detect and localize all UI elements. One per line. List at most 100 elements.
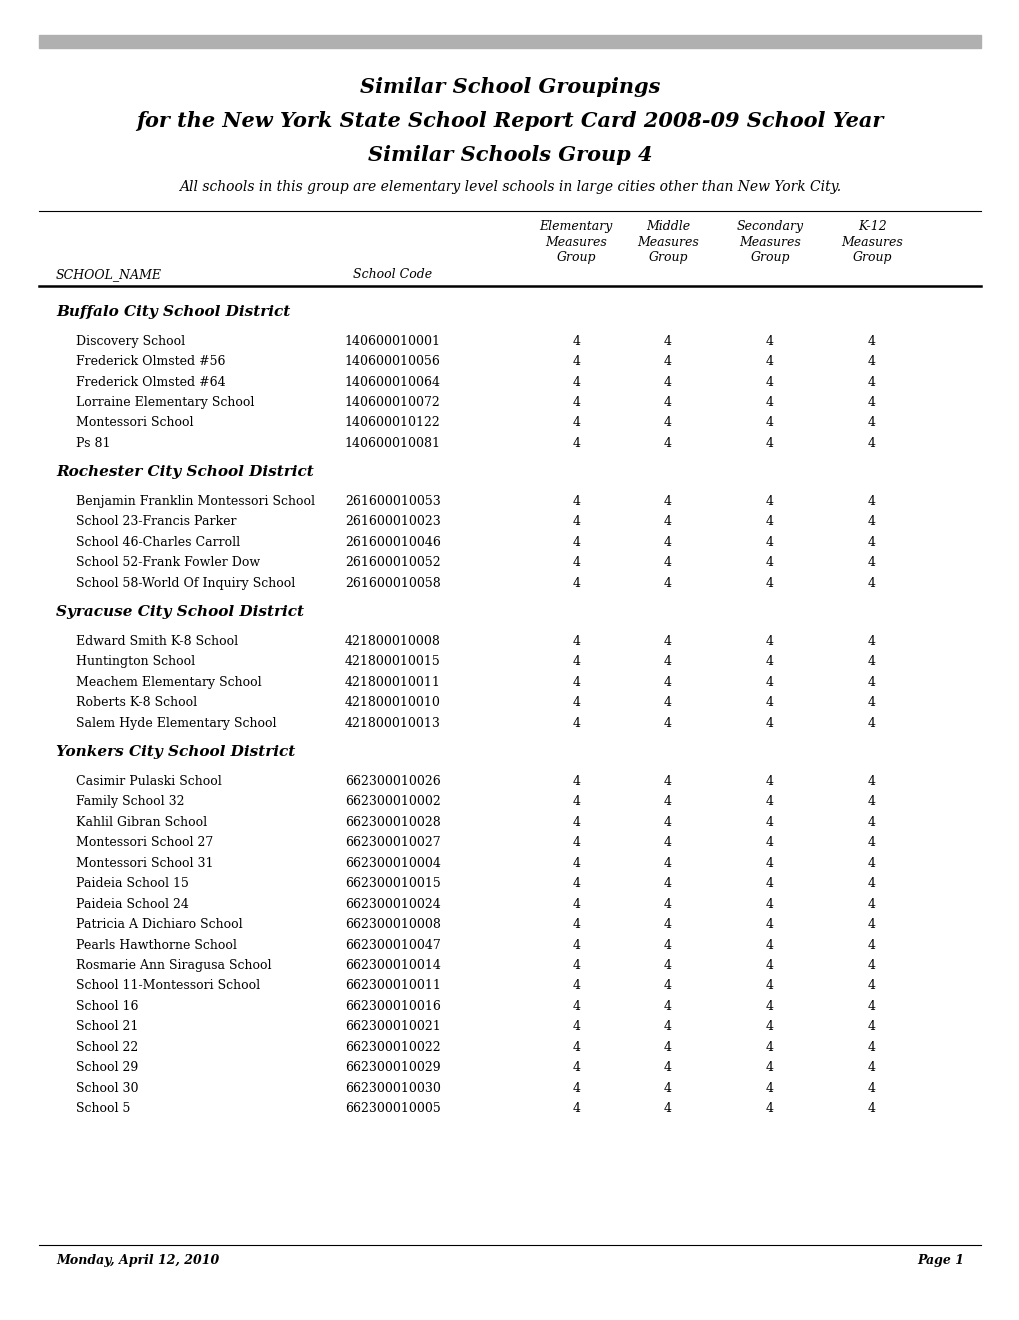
- Text: Discovery School: Discovery School: [76, 334, 185, 347]
- Text: 4: 4: [867, 1102, 875, 1115]
- Text: 4: 4: [572, 717, 580, 730]
- Text: Paideia School 15: Paideia School 15: [76, 876, 190, 890]
- Text: 4: 4: [765, 857, 773, 870]
- Text: 4: 4: [867, 857, 875, 870]
- Text: Rosmarie Ann Siragusa School: Rosmarie Ann Siragusa School: [76, 958, 272, 972]
- Text: Pearls Hawthorne School: Pearls Hawthorne School: [76, 939, 237, 952]
- Text: 4: 4: [765, 696, 773, 709]
- Text: Kahlil Gibran School: Kahlil Gibran School: [76, 816, 208, 829]
- Text: Frederick Olmsted #64: Frederick Olmsted #64: [76, 375, 226, 388]
- Text: 4: 4: [765, 1061, 773, 1074]
- Text: 261600010023: 261600010023: [344, 515, 440, 528]
- Text: 4: 4: [867, 717, 875, 730]
- Text: 4: 4: [572, 816, 580, 829]
- Text: 4: 4: [663, 416, 672, 429]
- Text: Casimir Pulaski School: Casimir Pulaski School: [76, 775, 222, 788]
- Text: 4: 4: [867, 1081, 875, 1094]
- Text: 4: 4: [867, 655, 875, 668]
- Text: 662300010029: 662300010029: [344, 1061, 440, 1074]
- Text: 4: 4: [867, 1040, 875, 1053]
- Text: 4: 4: [765, 536, 773, 549]
- Text: 261600010058: 261600010058: [344, 577, 440, 590]
- Text: 4: 4: [663, 939, 672, 952]
- Text: 662300010005: 662300010005: [344, 1102, 440, 1115]
- Text: 4: 4: [765, 1020, 773, 1034]
- Text: Similar School Groupings: Similar School Groupings: [360, 77, 659, 96]
- Text: 4: 4: [765, 355, 773, 368]
- Text: 4: 4: [765, 898, 773, 911]
- Text: 4: 4: [663, 717, 672, 730]
- Text: 4: 4: [867, 577, 875, 590]
- Text: Montessori School: Montessori School: [76, 416, 194, 429]
- Text: School 22: School 22: [76, 1040, 139, 1053]
- Text: 4: 4: [765, 999, 773, 1012]
- Text: School 21: School 21: [76, 1020, 139, 1034]
- Text: 140600010056: 140600010056: [344, 355, 440, 368]
- Text: School 5: School 5: [76, 1102, 130, 1115]
- Text: 4: 4: [572, 836, 580, 849]
- Text: 4: 4: [765, 556, 773, 569]
- Text: 421800010008: 421800010008: [344, 635, 440, 648]
- Text: 4: 4: [663, 958, 672, 972]
- Text: 662300010002: 662300010002: [344, 795, 440, 808]
- Text: 4: 4: [572, 355, 580, 368]
- Text: 4: 4: [765, 876, 773, 890]
- Text: 4: 4: [663, 857, 672, 870]
- Text: Similar Schools Group 4: Similar Schools Group 4: [368, 145, 651, 165]
- Text: 4: 4: [663, 577, 672, 590]
- Text: 4: 4: [663, 917, 672, 931]
- Text: 4: 4: [867, 515, 875, 528]
- Text: 4: 4: [765, 396, 773, 409]
- Text: 4: 4: [765, 577, 773, 590]
- Text: 421800010011: 421800010011: [344, 676, 440, 689]
- Text: 4: 4: [867, 775, 875, 788]
- Text: 4: 4: [663, 1102, 672, 1115]
- Text: 4: 4: [663, 355, 672, 368]
- Text: 4: 4: [572, 396, 580, 409]
- Text: 4: 4: [867, 979, 875, 993]
- Text: Edward Smith K-8 School: Edward Smith K-8 School: [76, 635, 238, 648]
- Text: School Code: School Code: [353, 268, 432, 281]
- Text: 4: 4: [663, 655, 672, 668]
- Text: Patricia A Dichiaro School: Patricia A Dichiaro School: [76, 917, 243, 931]
- Text: 421800010010: 421800010010: [344, 696, 440, 709]
- Text: 4: 4: [572, 577, 580, 590]
- Text: for the New York State School Report Card 2008-09 School Year: for the New York State School Report Car…: [137, 111, 882, 131]
- Text: 140600010081: 140600010081: [344, 437, 440, 450]
- Text: 4: 4: [867, 355, 875, 368]
- Text: 662300010026: 662300010026: [344, 775, 440, 788]
- Text: 662300010015: 662300010015: [344, 876, 440, 890]
- Text: 4: 4: [572, 1081, 580, 1094]
- Text: 4: 4: [572, 1020, 580, 1034]
- Text: 261600010052: 261600010052: [344, 556, 440, 569]
- Text: 4: 4: [663, 1081, 672, 1094]
- Text: 4: 4: [663, 536, 672, 549]
- Text: Buffalo City School District: Buffalo City School District: [56, 305, 290, 319]
- Text: 421800010013: 421800010013: [344, 717, 440, 730]
- Text: 4: 4: [572, 898, 580, 911]
- Text: 662300010024: 662300010024: [344, 898, 440, 911]
- Text: 4: 4: [572, 334, 580, 347]
- Text: 4: 4: [765, 334, 773, 347]
- Text: 4: 4: [765, 939, 773, 952]
- Text: Frederick Olmsted #56: Frederick Olmsted #56: [76, 355, 226, 368]
- Text: Meachem Elementary School: Meachem Elementary School: [76, 676, 262, 689]
- Text: 4: 4: [572, 416, 580, 429]
- Text: 662300010030: 662300010030: [344, 1081, 440, 1094]
- Text: Family School 32: Family School 32: [76, 795, 184, 808]
- Text: Page 1: Page 1: [916, 1254, 963, 1267]
- Text: School 46-Charles Carroll: School 46-Charles Carroll: [76, 536, 240, 549]
- Text: 4: 4: [867, 836, 875, 849]
- Text: School 58-World Of Inquiry School: School 58-World Of Inquiry School: [76, 577, 296, 590]
- Text: 4: 4: [765, 655, 773, 668]
- Text: 4: 4: [572, 536, 580, 549]
- Text: 4: 4: [867, 999, 875, 1012]
- Text: 4: 4: [867, 898, 875, 911]
- Text: 4: 4: [572, 917, 580, 931]
- Text: SCHOOL_NAME: SCHOOL_NAME: [56, 268, 162, 281]
- Text: Ps 81: Ps 81: [76, 437, 111, 450]
- Text: 662300010011: 662300010011: [344, 979, 440, 993]
- Text: 662300010014: 662300010014: [344, 958, 440, 972]
- Text: 4: 4: [663, 999, 672, 1012]
- Text: 662300010047: 662300010047: [344, 939, 440, 952]
